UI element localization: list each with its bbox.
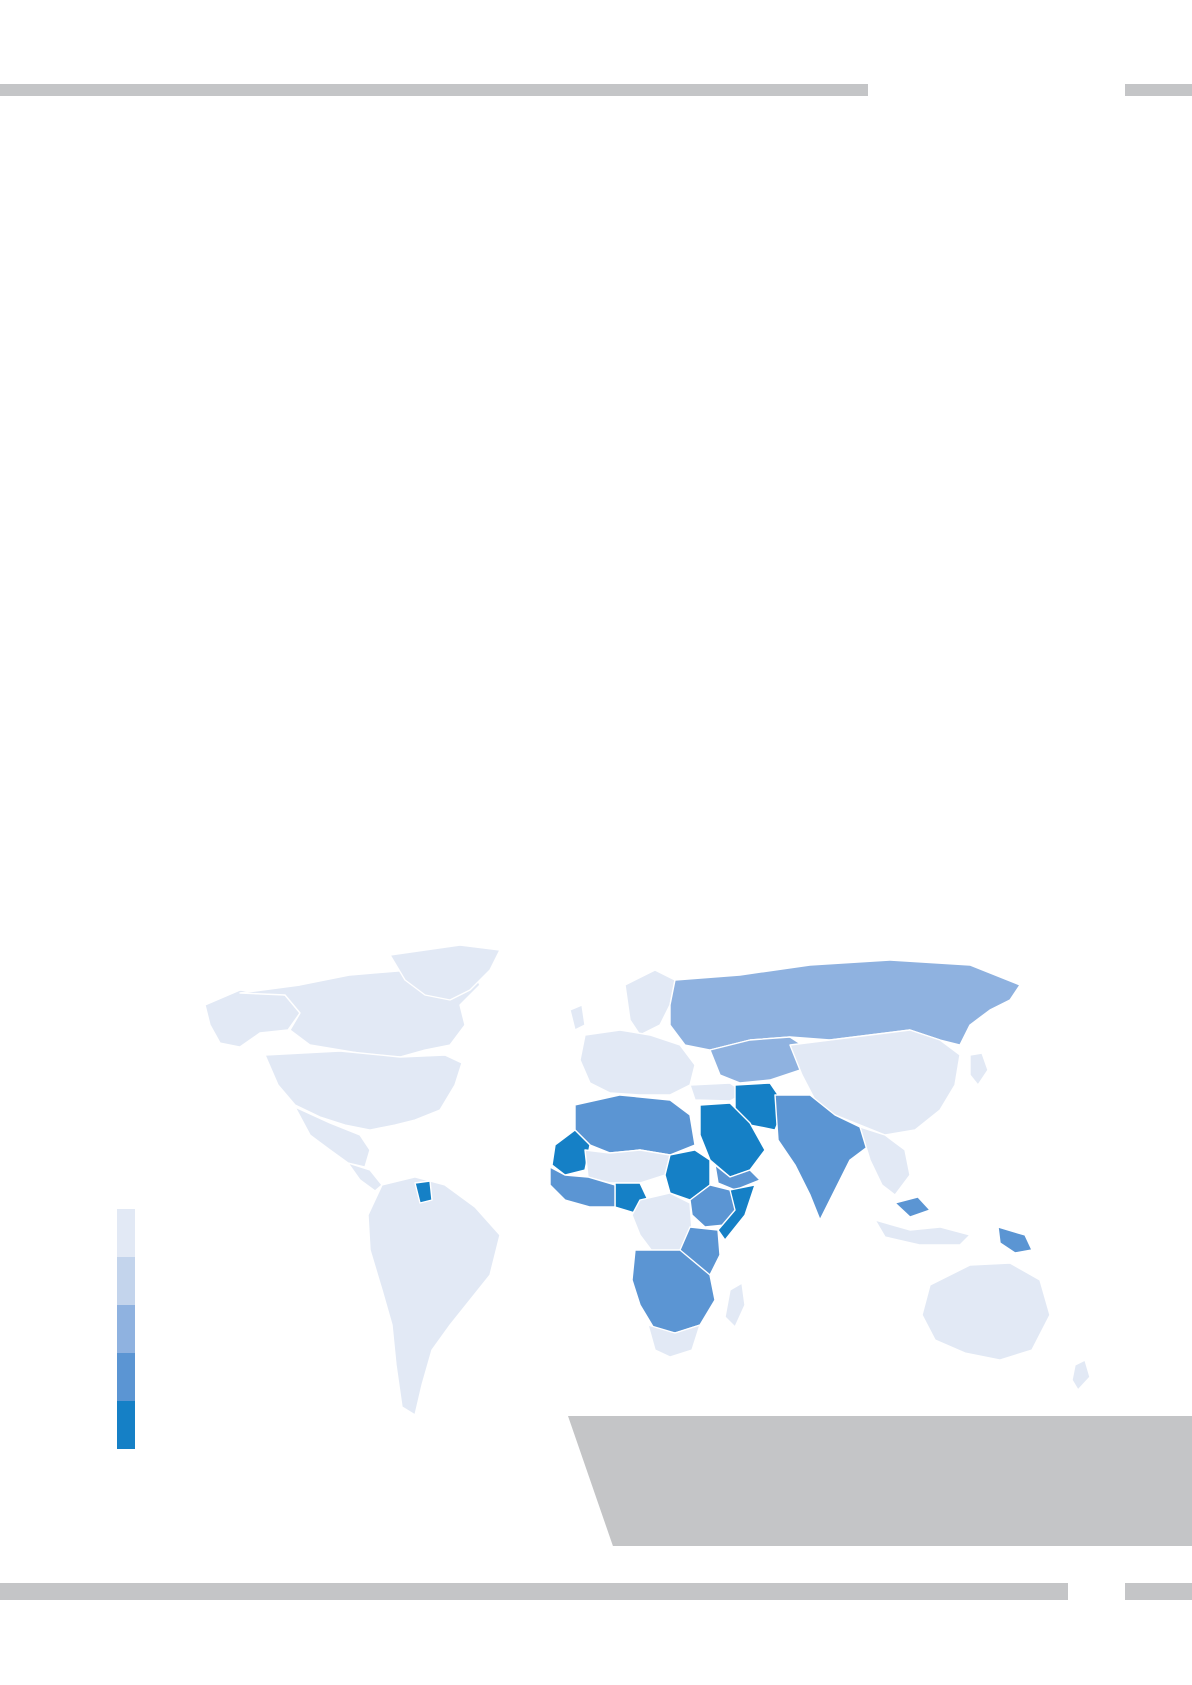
region-uk [569, 1004, 586, 1031]
region-west-africa [549, 1166, 616, 1208]
legend-swatch-2 [117, 1257, 135, 1305]
legend-swatch-4 [117, 1353, 135, 1401]
region-malaysia [894, 1196, 931, 1218]
top-rule-right [1125, 84, 1192, 96]
region-madagascar [724, 1282, 746, 1328]
region-indonesia [874, 1219, 971, 1246]
region-papua-new-guinea [997, 1226, 1033, 1254]
region-europe [579, 1029, 696, 1096]
region-guyana [414, 1180, 433, 1204]
grey-caption-panel [568, 1416, 1192, 1546]
region-southeast-asia [859, 1126, 911, 1196]
region-north-africa [574, 1094, 696, 1156]
region-sahel [584, 1149, 671, 1184]
region-greenland [389, 945, 501, 1001]
region-south-asia [774, 1094, 871, 1221]
world-map [204, 945, 1091, 1416]
region-yemen-gulf [714, 1164, 761, 1191]
legend-swatch-1 [117, 1209, 135, 1257]
bottom-rule-right [1125, 1583, 1192, 1600]
region-alaska [204, 989, 301, 1048]
region-mauritania [551, 1129, 591, 1176]
region-russia [669, 959, 1021, 1051]
region-scandinavia [624, 969, 676, 1036]
top-rule-left [0, 84, 868, 96]
map-legend [117, 1209, 135, 1449]
bottom-rule-left [0, 1583, 1068, 1600]
region-australia [921, 1262, 1051, 1361]
region-mexico [294, 1106, 371, 1168]
legend-swatch-3 [117, 1305, 135, 1353]
region-south-africa [647, 1324, 701, 1358]
region-central-america [347, 1162, 383, 1192]
region-south-america [367, 1176, 501, 1416]
region-usa [264, 1050, 463, 1131]
legend-swatch-5 [117, 1401, 135, 1449]
region-somalia [717, 1184, 756, 1241]
region-new-zealand [1071, 1359, 1091, 1391]
region-japan [969, 1052, 989, 1086]
